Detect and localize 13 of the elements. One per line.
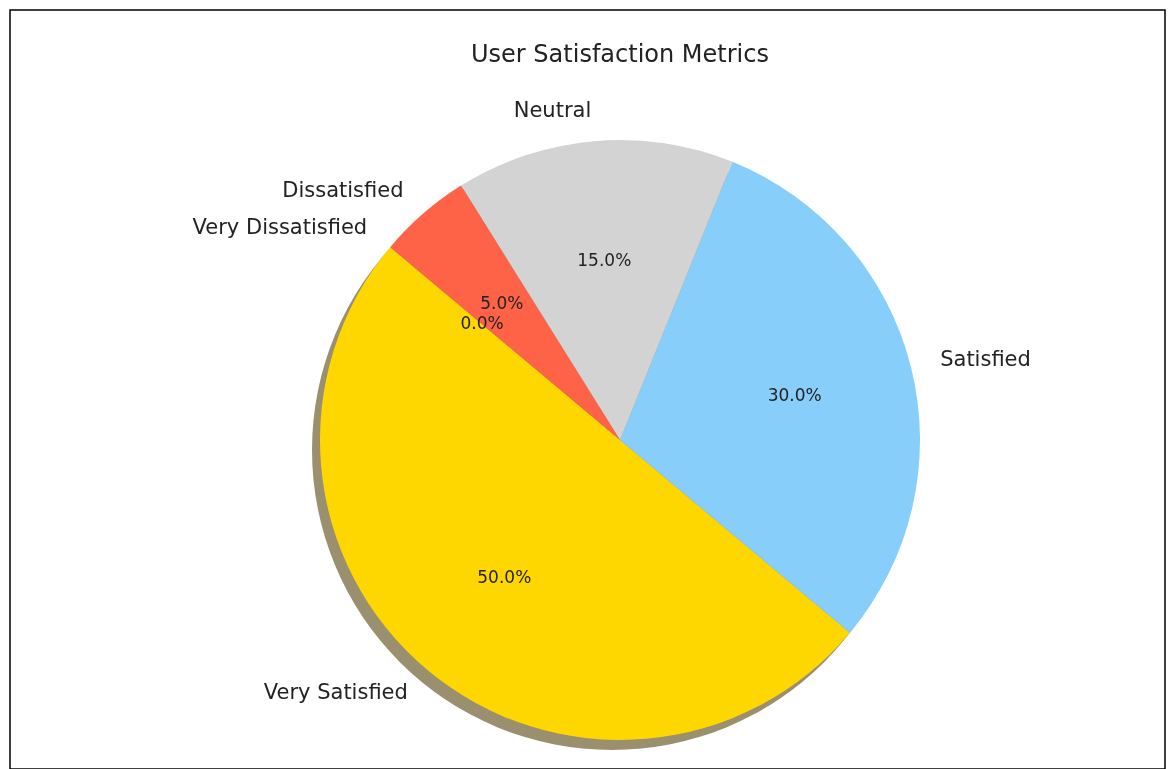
- pie-slice: [461, 140, 733, 440]
- slice-label: Very Satisfied: [263, 679, 408, 704]
- chart-title: User Satisfaction Metrics: [471, 40, 769, 68]
- data-label: 15.0%: [577, 249, 632, 270]
- data-label: 50.0%: [477, 566, 532, 587]
- slice-label: Neutral: [513, 98, 592, 123]
- pie-slice: [320, 247, 850, 740]
- data-label: 30.0%: [767, 385, 822, 406]
- slice-label: Dissatisfied: [282, 177, 404, 202]
- text: 0.0%: [460, 313, 504, 334]
- data-label: 5.0%: [480, 293, 524, 314]
- slice-label: Satisfied: [940, 347, 1031, 372]
- category-label: Very Dissatisfied: [192, 214, 368, 239]
